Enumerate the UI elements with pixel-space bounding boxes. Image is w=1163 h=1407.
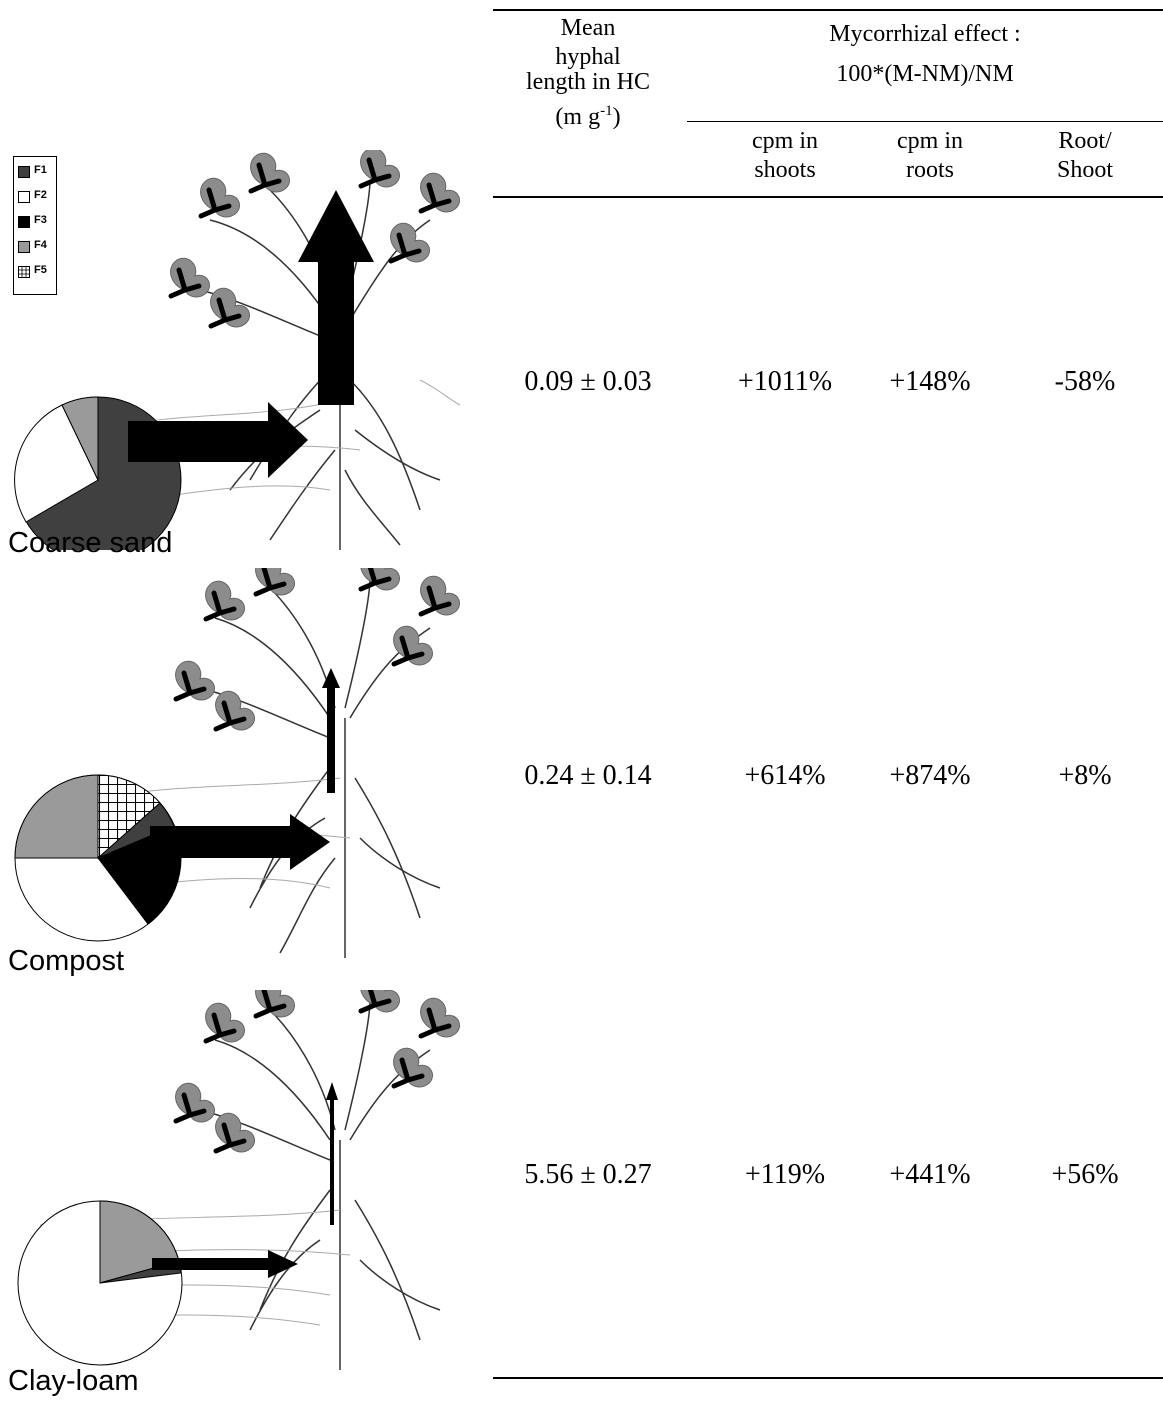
translocation-arrow-vertical bbox=[326, 1082, 338, 1225]
translocation-arrow-vertical bbox=[298, 190, 374, 405]
translocation-arrow-vertical bbox=[322, 668, 340, 793]
row2-cpm-shoots: +614% bbox=[744, 760, 826, 791]
header-sub1-line1: cpm in bbox=[752, 128, 818, 154]
legend-swatch-f4 bbox=[18, 241, 30, 253]
header-col1-line2: hyphal bbox=[555, 44, 621, 70]
row1-root-shoot: -58% bbox=[1054, 366, 1116, 397]
legend-label-f3: F3 bbox=[34, 214, 47, 226]
legend-item-f4: F4 bbox=[18, 238, 54, 256]
uptake-arrow-horizontal bbox=[128, 402, 308, 478]
uptake-arrow-horizontal bbox=[150, 814, 330, 870]
legend-label-f1: F1 bbox=[34, 164, 47, 176]
header-mycorrhizal-effect: Mycorrhizal effect : 100*(M-NM)/NM bbox=[687, 14, 1163, 94]
pie-chart-clay-loam bbox=[17, 1200, 183, 1366]
compost-figure bbox=[14, 568, 470, 958]
legend-swatch-f2 bbox=[18, 191, 30, 203]
row3-hyphal-length: 5.56 ± 0.27 bbox=[524, 1159, 652, 1190]
header-sub2-line1: cpm in bbox=[897, 128, 963, 154]
legend-label-f5: F5 bbox=[34, 264, 47, 276]
clay-loam-figure bbox=[17, 990, 470, 1370]
coarse-sand-figure bbox=[14, 150, 470, 550]
legend-item-f5: F5 bbox=[18, 263, 54, 281]
soil-label-clay-loam: Clay-loam bbox=[8, 1365, 139, 1397]
header-mean-hyphal-length: Mean hyphal length in HC (m g-1) bbox=[493, 14, 683, 132]
fraction-legend: F1 F2 F3 F4 F5 bbox=[13, 156, 57, 295]
legend-label-f4: F4 bbox=[34, 239, 47, 251]
header-cpm-shoots: cpm in shoots bbox=[700, 127, 870, 185]
soil-label-coarse-sand: Coarse sand bbox=[8, 527, 173, 559]
header-col1-unit: (m g-1) bbox=[493, 97, 683, 132]
header-group-line1: Mycorrhizal effect : bbox=[829, 21, 1021, 47]
row3-root-shoot: +56% bbox=[1051, 1159, 1119, 1190]
header-group-line2: 100*(M-NM)/NM bbox=[836, 61, 1014, 87]
group-header-rule bbox=[687, 121, 1163, 122]
legend-swatch-f1 bbox=[18, 166, 30, 178]
row3-cpm-roots: +441% bbox=[889, 1159, 971, 1190]
row1-cpm-shoots: +1011% bbox=[737, 366, 833, 397]
legend-item-f1: F1 bbox=[18, 163, 54, 181]
header-cpm-roots: cpm in roots bbox=[850, 127, 1010, 185]
row2-root-shoot: +8% bbox=[1058, 760, 1112, 791]
header-bottom-rule bbox=[493, 196, 1163, 198]
legend-item-f3: F3 bbox=[18, 213, 54, 231]
table-bottom-rule bbox=[493, 1377, 1163, 1379]
header-col1-line1: Mean bbox=[560, 15, 616, 41]
soil-label-compost: Compost bbox=[8, 945, 125, 977]
legend-label-f2: F2 bbox=[34, 189, 47, 201]
header-sub3-line1: Root/ bbox=[1058, 128, 1112, 154]
legend-swatch-f5 bbox=[18, 266, 30, 278]
header-col1-line3: length in HC bbox=[526, 69, 650, 95]
uptake-arrow-horizontal bbox=[152, 1250, 298, 1278]
header-col1-unit-sup: -1 bbox=[600, 103, 613, 119]
row1-hyphal-length: 0.09 ± 0.03 bbox=[524, 366, 652, 397]
row3-cpm-shoots: +119% bbox=[744, 1159, 826, 1190]
header-root-shoot: Root/ Shoot bbox=[1020, 127, 1150, 185]
header-col1-unit-pre: (m g bbox=[555, 104, 601, 130]
header-col1-unit-post: ) bbox=[612, 104, 621, 130]
table-top-rule bbox=[493, 9, 1163, 11]
legend-swatch-f3 bbox=[18, 216, 30, 228]
row1-cpm-roots: +148% bbox=[889, 366, 971, 397]
header-sub1-line2: shoots bbox=[754, 157, 816, 183]
row2-hyphal-length: 0.24 ± 0.14 bbox=[524, 760, 652, 791]
row2-cpm-roots: +874% bbox=[889, 760, 971, 791]
header-sub3-line2: Shoot bbox=[1056, 157, 1113, 183]
header-sub2-line2: roots bbox=[906, 157, 954, 183]
legend-item-f2: F2 bbox=[18, 188, 54, 206]
